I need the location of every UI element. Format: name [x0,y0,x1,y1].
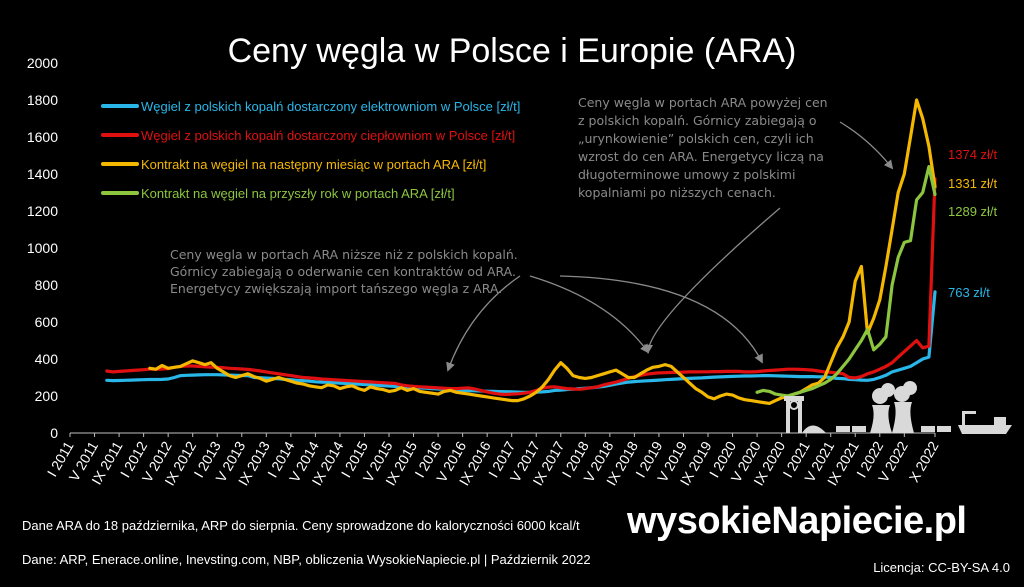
annotation-arrow [559,275,763,364]
annotation-arrow [529,275,650,354]
annotation-left-line: Ceny węgla w portach ARA niższe niż z po… [170,247,518,262]
legend-label: Węgiel z polskich kopalń dostarczony cie… [141,128,515,143]
annotation-arrow [643,207,781,354]
y-tick-label: 600 [35,314,59,330]
end-label: 1374 zł/t [948,147,998,162]
y-tick-label: 800 [35,277,59,293]
annotation-right-line: „urynkowienie” polskich cen, czyli ich [578,131,814,146]
footer-note: Dane ARA do 18 października, ARP do sier… [22,518,580,533]
y-tick-label: 1200 [27,203,58,219]
y-tick-label: 1400 [27,166,58,182]
industry-icons [784,381,1012,434]
y-tick-label: 200 [35,388,59,404]
chart-title: Ceny węgla w Polsce i Europie (ARA) [228,32,797,70]
annotation-right-line: z polskich kopalń. Górnicy zabiegają o [578,113,817,128]
series-group [105,98,937,405]
footer-sources: Dane: ARP, Enerace.online, Inevsting.com… [22,552,591,567]
y-axis: 0 200 400 600 800 1000 1200 1400 1600 1800 2000 [27,55,58,441]
cargo-ship-icon [958,411,1012,434]
annotation-right-line: kopalniami po niższych cenach. [578,185,776,200]
annotation-arrow [446,275,521,372]
end-label: 1289 zł/t [948,204,998,219]
legend-label: Węgiel z polskich kopalń dostarczony ele… [141,99,520,114]
annotations: Ceny węgla w portach ARA niższe niż z po… [170,95,894,372]
end-label: 763 zł/t [948,285,990,300]
annotation-left-line: Energetycy zwiększają import tańszego wę… [170,281,502,296]
annotation-left-line: Górnicy zabiegają o oderwanie cen kontra… [170,264,516,279]
annotation-right-line: długoterminowe umowy z polskimi [578,167,795,182]
mine-tower-icon [784,396,826,433]
legend-label: Kontrakt na węgiel na przyszły rok w por… [141,186,455,201]
y-tick-label: 0 [50,425,58,441]
y-tick-label: 1600 [27,129,58,145]
series-line-2 [105,177,937,397]
annotation-right-line: Ceny węgla w portach ARA powyżej cen [578,95,828,110]
y-tick-label: 1800 [27,92,58,108]
x-tick-label: X 2022 [906,438,942,485]
power-plant-icon [870,381,917,433]
end-label: 1331 zł/t [948,176,998,191]
series-line-4 [755,165,937,398]
y-tick-label: 1000 [27,240,58,256]
license-text: Licencja: CC-BY-SA 4.0 [873,560,1010,575]
annotation-right-line: wzrost do cen ARA. Energetycy liczą na [578,149,824,164]
coal-wagons-icon [836,426,951,432]
legend-label: Kontrakt na węgiel na następny miesiąc w… [141,157,486,172]
end-labels: 763 zł/t 1374 zł/t 1331 zł/t 1289 zł/t [948,147,998,300]
brand-logo: wysokieNapiecie.pl [627,500,967,542]
y-tick-label: 2000 [27,55,58,71]
annotation-arrow [839,121,894,170]
legend: Węgiel z polskich kopalń dostarczony ele… [101,99,520,201]
y-tick-label: 400 [35,351,59,367]
